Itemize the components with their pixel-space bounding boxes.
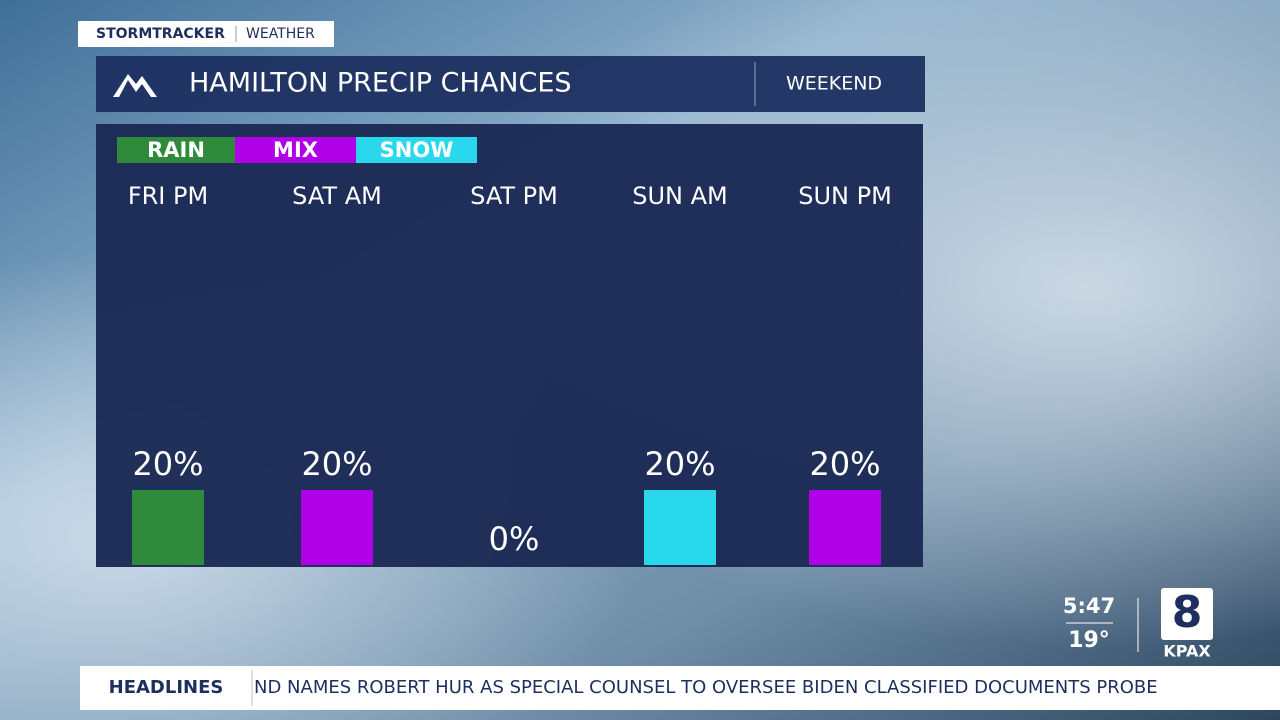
- category-label: SUN AM: [632, 182, 728, 210]
- header-panel: [96, 56, 925, 112]
- bar: [301, 490, 373, 565]
- legend-swatch: [235, 137, 356, 163]
- legend-swatch: [117, 137, 235, 163]
- category-label: FRI PM: [128, 182, 208, 210]
- brand-tab: [78, 21, 334, 47]
- category-label: SUN PM: [798, 182, 892, 210]
- station: KPAX: [1163, 642, 1211, 661]
- chart-title: HAMILTON PRECIP CHANCES: [189, 68, 572, 99]
- category-label: SAT AM: [292, 182, 382, 210]
- ticker-text: ND NAMES ROBERT HUR AS SPECIAL COUNSEL T…: [254, 677, 1158, 698]
- mountain-icon: [113, 74, 157, 97]
- bar: [132, 490, 204, 565]
- value-label: 20%: [644, 445, 715, 483]
- chart-panel: [96, 124, 923, 567]
- legend-label: MIX: [273, 138, 318, 162]
- legend-swatch: [356, 137, 477, 163]
- brand-show: STORMTRACKER: [96, 26, 225, 42]
- brand-section: WEATHER: [246, 26, 315, 42]
- bar: [644, 490, 716, 565]
- value-label: 0%: [489, 520, 540, 558]
- bar: [809, 490, 881, 565]
- chart: RAIN MIX SNOW FRI PM 20% SAT AM 20% SAT PM 0% SUN…: [117, 137, 892, 565]
- time: 5:47: [1063, 594, 1115, 618]
- category-label: SAT PM: [470, 182, 558, 210]
- value-label: 20%: [132, 445, 203, 483]
- value-label: 20%: [809, 445, 880, 483]
- ticker-bar: [80, 666, 1280, 710]
- temperature: 19°: [1068, 628, 1110, 653]
- legend-label: RAIN: [147, 138, 205, 162]
- legend-label: SNOW: [380, 138, 454, 162]
- channel: 8: [1172, 587, 1203, 638]
- value-label: 20%: [301, 445, 372, 483]
- period: WEEKEND: [786, 73, 882, 95]
- channel-badge: [1161, 588, 1213, 640]
- ticker-label: HEADLINES: [109, 677, 224, 698]
